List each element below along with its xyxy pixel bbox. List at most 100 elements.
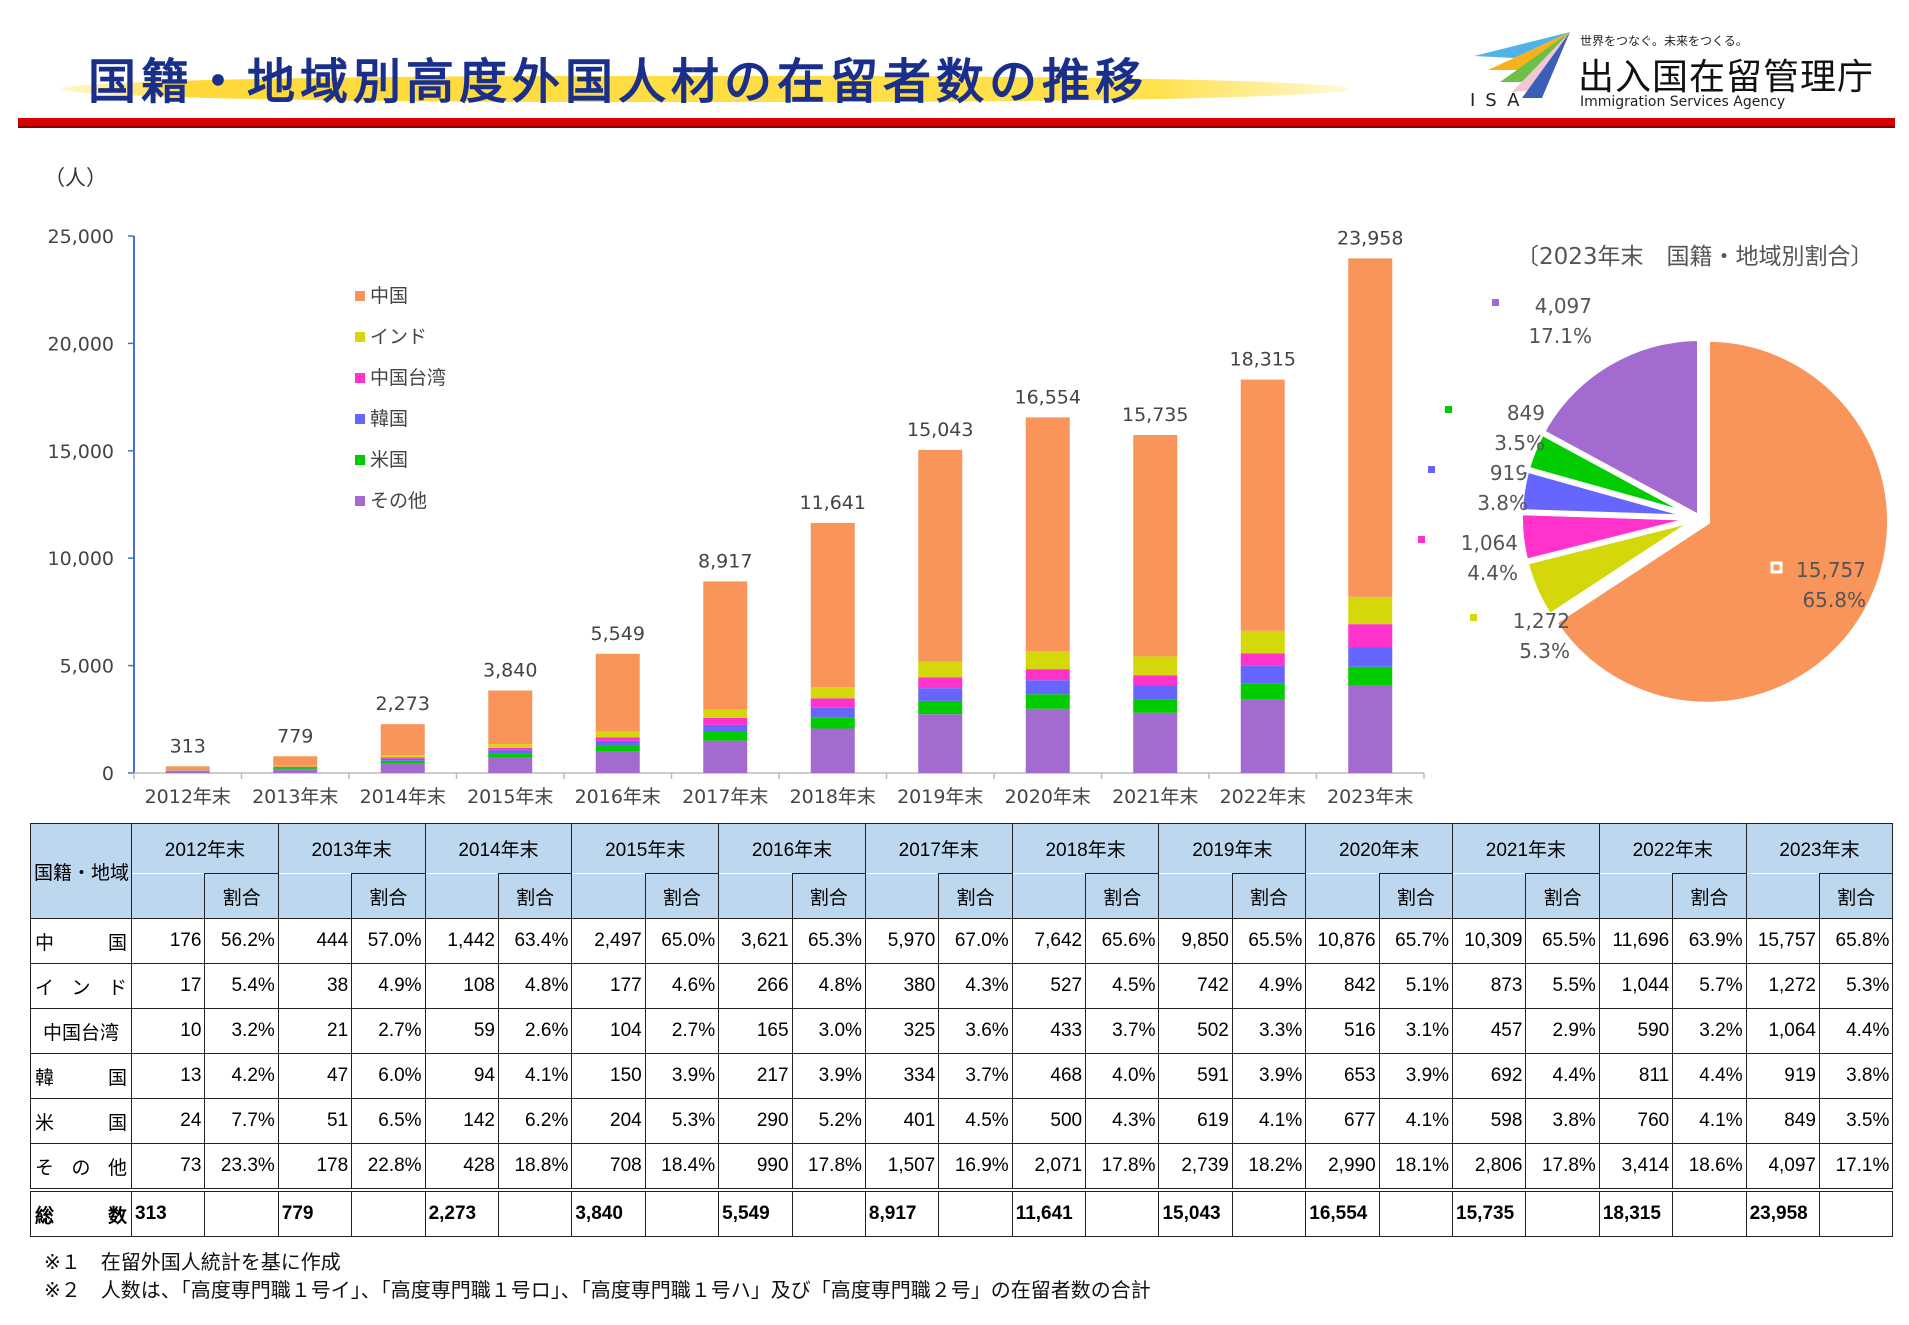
ratio-cell: 5.3%	[1818, 963, 1894, 1009]
bar-segment	[488, 750, 533, 754]
total-cell: 2,273	[424, 1188, 499, 1237]
header-year: 2020年末	[1305, 823, 1454, 874]
count-cell: 108	[424, 963, 499, 1009]
count-cell: 9,850	[1158, 918, 1233, 964]
count-cell: 165	[718, 1008, 793, 1054]
bar-total-label: 5,549	[591, 623, 645, 645]
bar-segment	[595, 653, 640, 732]
ratio-cell: 17.8%	[791, 1143, 866, 1191]
y-tick-label: 15,000	[48, 441, 114, 463]
ratio-cell: 4.1%	[497, 1053, 573, 1099]
header-count	[130, 873, 206, 919]
bar-total-label: 15,043	[907, 419, 973, 441]
total-label: 総 数	[30, 1188, 132, 1237]
pie-percent-label: 3.8%	[1477, 491, 1528, 515]
count-cell: 204	[571, 1098, 646, 1144]
ratio-cell: 3.6%	[938, 1008, 1013, 1054]
bar-segment	[595, 740, 640, 746]
logo-abbr: ISA	[1470, 90, 1530, 111]
total-ratio-empty	[204, 1188, 279, 1237]
count-cell: 919	[1745, 1053, 1820, 1099]
header-year: 2018年末	[1011, 823, 1160, 874]
pie-percent-label: 65.8%	[1802, 588, 1866, 612]
count-cell: 4,097	[1745, 1143, 1820, 1191]
pie-label-marker	[1445, 406, 1452, 413]
ratio-cell: 5.5%	[1525, 963, 1600, 1009]
bar-total-label: 16,554	[1015, 386, 1081, 408]
total-cell: 3,840	[571, 1188, 646, 1237]
ratio-cell: 3.9%	[1231, 1053, 1307, 1099]
count-cell: 2,806	[1452, 1143, 1527, 1191]
bar-segment	[165, 770, 210, 772]
ratio-cell: 4.8%	[497, 963, 573, 1009]
total-ratio-empty	[1672, 1188, 1747, 1237]
pie-title: 〔2023年末 国籍・地域別割合〕	[1516, 244, 1874, 270]
ratio-cell: 3.9%	[1378, 1053, 1454, 1099]
count-cell: 178	[277, 1143, 353, 1191]
bar-segment	[1133, 675, 1178, 686]
count-cell: 742	[1158, 963, 1233, 1009]
ratio-cell: 16.9%	[938, 1143, 1013, 1191]
bar-segment	[703, 717, 748, 725]
data-table: 国籍・地域 2012年末 2013年末 2014年末 2015年末 2016年末 2017年…	[30, 823, 1894, 1237]
footnote-2: ※２ 人数は、「高度専門職１号イ」、「高度専門職１号ロ」、「高度専門職１号ハ」及…	[44, 1278, 1151, 1302]
bar-segment	[380, 763, 425, 773]
ratio-cell: 17.1%	[1818, 1143, 1894, 1191]
bar-segment	[273, 768, 318, 770]
footnote-1: ※１ 在留外国人統計を基に作成	[44, 1250, 341, 1274]
bar-segment	[595, 745, 640, 752]
pie-label-marker	[1470, 614, 1477, 621]
ratio-cell: 63.9%	[1672, 918, 1747, 964]
bar-segment	[1240, 653, 1285, 666]
ratio-cell: 56.2%	[204, 918, 279, 964]
x-tick-label: 2020年末	[1005, 786, 1091, 808]
bar-segment	[595, 737, 640, 741]
footnotes: ※１ 在留外国人統計を基に作成 ※２ 人数は、「高度専門職１号イ」、「高度専門職…	[44, 1248, 1151, 1304]
bar-segment	[273, 756, 318, 766]
bar-segment	[1025, 680, 1070, 695]
count-cell: 15,757	[1745, 918, 1820, 964]
bar-total-label: 779	[277, 725, 313, 747]
bar-total-label: 3,840	[483, 660, 537, 682]
count-cell: 692	[1452, 1053, 1527, 1099]
ratio-cell: 2.6%	[497, 1008, 573, 1054]
bar-segment	[1348, 596, 1393, 625]
count-cell: 2,071	[1011, 1143, 1087, 1191]
total-cell: 15,043	[1158, 1188, 1233, 1237]
bar-total-label: 18,315	[1230, 349, 1296, 371]
header-ratio: 割合	[791, 873, 866, 919]
bar-segment	[1348, 624, 1393, 648]
count-cell: 51	[277, 1098, 353, 1144]
ratio-cell: 65.7%	[1378, 918, 1454, 964]
bar-segment	[488, 753, 533, 758]
count-cell: 1,272	[1745, 963, 1820, 1009]
bar-segment	[1025, 694, 1070, 709]
total-ratio-empty	[791, 1188, 866, 1237]
count-cell: 468	[1011, 1053, 1087, 1099]
pie-label-marker	[1428, 466, 1435, 473]
header-year: 2016年末	[718, 823, 866, 874]
header-count	[1305, 873, 1380, 919]
count-cell: 21	[277, 1008, 353, 1054]
pie-value-label: 919	[1490, 461, 1528, 485]
bar-total-label: 313	[170, 735, 206, 757]
bar-segment	[703, 732, 748, 741]
bar-segment	[380, 724, 425, 756]
bar-segment	[703, 724, 748, 733]
header-count	[1745, 873, 1820, 919]
table-row: 韓 国 13 4.2% 47 6.0% 94 4.1% 150 3.9% 217 3.9% 334 3.…	[30, 1053, 1894, 1099]
count-cell: 653	[1305, 1053, 1380, 1099]
row-label: 米 国	[30, 1098, 132, 1144]
count-cell: 1,044	[1598, 963, 1674, 1009]
logo-english: Immigration Services Agency	[1580, 94, 1786, 110]
ratio-cell: 3.2%	[204, 1008, 279, 1054]
pie-percent-label: 3.5%	[1494, 431, 1545, 455]
total-cell: 16,554	[1305, 1188, 1380, 1237]
bar-total-label: 23,958	[1337, 227, 1403, 249]
row-label: そ の 他	[30, 1143, 132, 1191]
table-row: 中国台湾 10 3.2% 21 2.7% 59 2.6% 104 2.7% 165 3.0% 325 3…	[30, 1008, 1894, 1054]
count-cell: 428	[424, 1143, 499, 1191]
x-tick-label: 2017年末	[682, 786, 768, 808]
bar-segment	[703, 709, 748, 718]
ratio-cell: 3.1%	[1378, 1008, 1454, 1054]
